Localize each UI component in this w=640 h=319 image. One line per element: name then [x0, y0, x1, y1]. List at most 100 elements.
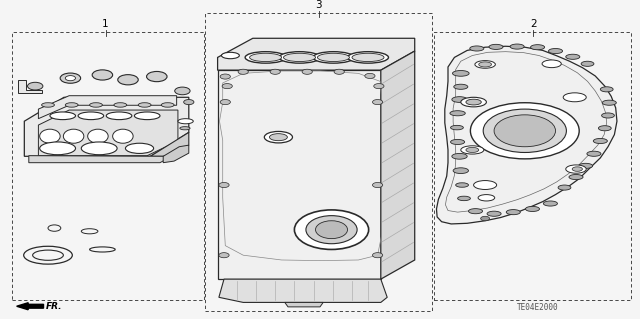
Ellipse shape	[306, 216, 357, 244]
Ellipse shape	[475, 61, 495, 68]
Polygon shape	[38, 110, 178, 156]
Circle shape	[219, 182, 229, 188]
Circle shape	[60, 73, 81, 83]
Polygon shape	[218, 38, 415, 70]
Circle shape	[28, 82, 43, 90]
Ellipse shape	[313, 52, 354, 63]
Ellipse shape	[78, 112, 104, 120]
Circle shape	[65, 76, 76, 81]
Circle shape	[220, 100, 230, 105]
Ellipse shape	[451, 125, 463, 130]
Polygon shape	[218, 70, 381, 279]
Ellipse shape	[317, 53, 349, 62]
Ellipse shape	[543, 201, 557, 206]
Ellipse shape	[602, 100, 616, 105]
Ellipse shape	[558, 185, 571, 190]
Polygon shape	[285, 302, 323, 307]
Ellipse shape	[458, 196, 470, 201]
Circle shape	[220, 74, 230, 79]
Ellipse shape	[65, 103, 78, 107]
Ellipse shape	[466, 99, 481, 105]
Ellipse shape	[454, 84, 468, 89]
Bar	[434, 32, 631, 300]
Polygon shape	[38, 96, 177, 119]
Ellipse shape	[598, 126, 611, 131]
Ellipse shape	[245, 52, 286, 63]
Circle shape	[372, 100, 383, 105]
Ellipse shape	[483, 109, 566, 152]
Circle shape	[175, 87, 190, 95]
Ellipse shape	[563, 93, 586, 102]
Ellipse shape	[138, 103, 151, 107]
FancyArrow shape	[17, 303, 44, 310]
Ellipse shape	[510, 44, 524, 49]
Ellipse shape	[506, 210, 520, 215]
Text: 1: 1	[102, 19, 109, 29]
Polygon shape	[24, 97, 189, 156]
Text: TE04E2000: TE04E2000	[516, 303, 559, 312]
Ellipse shape	[161, 103, 174, 107]
Bar	[205, 13, 432, 311]
Ellipse shape	[542, 60, 561, 68]
Polygon shape	[219, 279, 387, 302]
Ellipse shape	[478, 195, 495, 201]
Circle shape	[270, 69, 280, 74]
Ellipse shape	[106, 112, 132, 120]
Ellipse shape	[450, 111, 465, 116]
Ellipse shape	[42, 103, 54, 107]
Ellipse shape	[348, 52, 388, 63]
Circle shape	[372, 253, 383, 258]
Circle shape	[481, 216, 490, 221]
Ellipse shape	[125, 143, 154, 153]
Ellipse shape	[489, 44, 503, 49]
Ellipse shape	[114, 103, 127, 107]
Ellipse shape	[294, 210, 369, 249]
Circle shape	[147, 71, 167, 82]
Ellipse shape	[593, 138, 607, 144]
Ellipse shape	[602, 113, 614, 118]
Ellipse shape	[579, 163, 593, 168]
Ellipse shape	[587, 151, 601, 156]
Ellipse shape	[63, 129, 84, 143]
Ellipse shape	[461, 97, 486, 107]
Ellipse shape	[572, 167, 582, 171]
Polygon shape	[29, 156, 172, 163]
Ellipse shape	[352, 53, 384, 62]
Polygon shape	[18, 80, 42, 93]
Ellipse shape	[221, 52, 239, 59]
Ellipse shape	[50, 112, 76, 120]
Ellipse shape	[470, 46, 484, 51]
Ellipse shape	[452, 70, 469, 76]
Ellipse shape	[88, 129, 108, 143]
Ellipse shape	[90, 103, 102, 107]
Ellipse shape	[284, 53, 316, 62]
Circle shape	[222, 84, 232, 89]
Ellipse shape	[113, 129, 133, 143]
Ellipse shape	[178, 119, 193, 124]
Circle shape	[302, 69, 312, 74]
Ellipse shape	[134, 112, 160, 120]
Circle shape	[184, 100, 194, 105]
Polygon shape	[436, 46, 617, 224]
Circle shape	[92, 70, 113, 80]
Ellipse shape	[468, 209, 483, 214]
Polygon shape	[150, 132, 189, 156]
Ellipse shape	[453, 168, 468, 174]
Ellipse shape	[461, 146, 484, 154]
Polygon shape	[381, 51, 415, 279]
Ellipse shape	[264, 131, 292, 143]
Ellipse shape	[452, 153, 467, 159]
Ellipse shape	[466, 147, 479, 152]
Ellipse shape	[250, 53, 282, 62]
Ellipse shape	[474, 181, 497, 189]
Ellipse shape	[531, 45, 545, 50]
Circle shape	[219, 253, 229, 258]
Bar	[12, 32, 204, 300]
Text: 2: 2	[530, 19, 536, 29]
Ellipse shape	[470, 103, 579, 159]
Ellipse shape	[525, 206, 540, 211]
Ellipse shape	[316, 221, 348, 239]
Circle shape	[118, 75, 138, 85]
Ellipse shape	[452, 97, 467, 102]
Ellipse shape	[451, 139, 465, 145]
